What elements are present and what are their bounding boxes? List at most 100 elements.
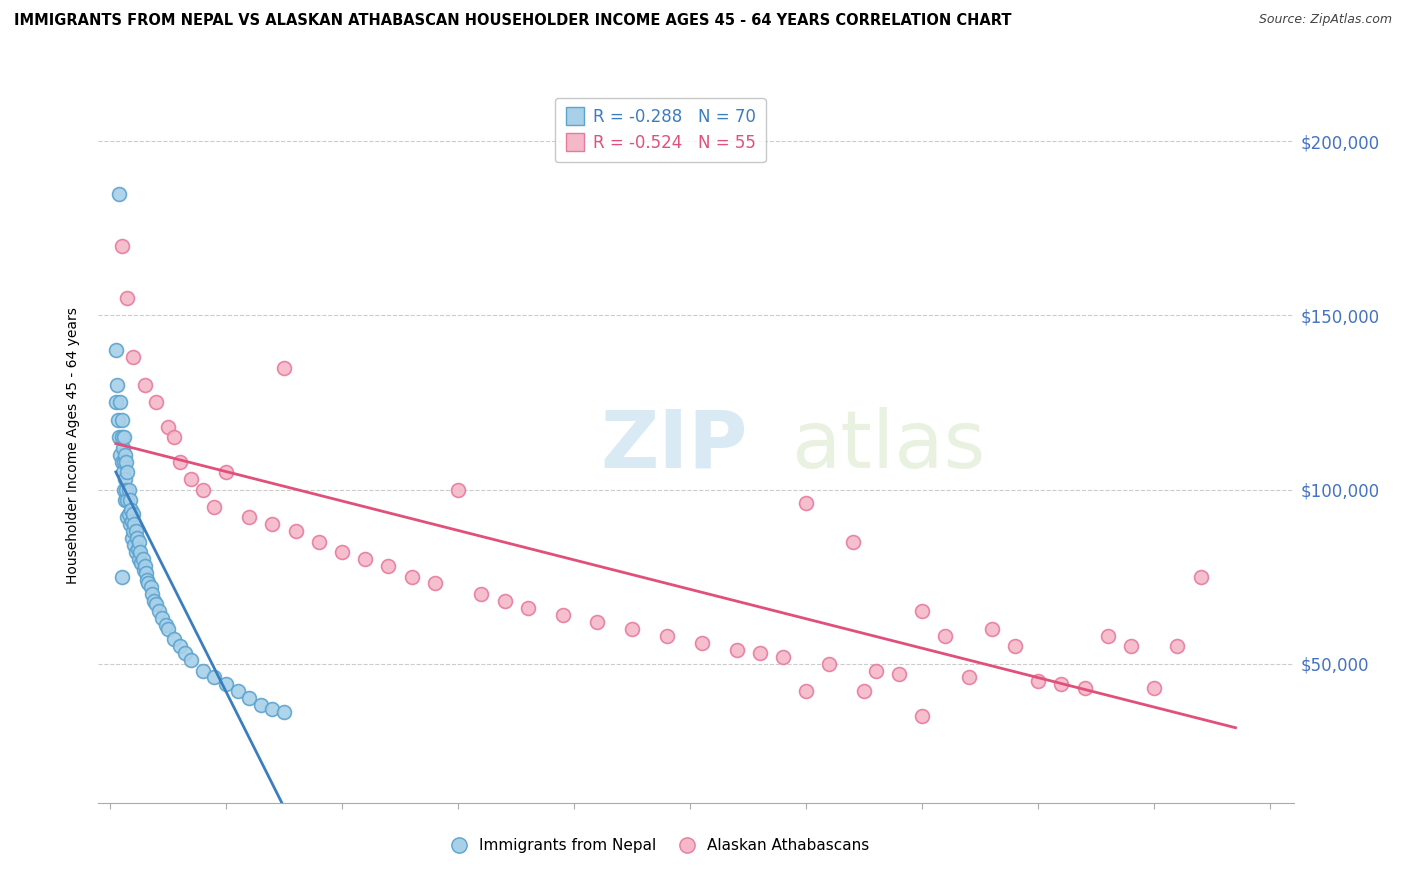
Point <box>121 531 143 545</box>
Point <box>174 646 197 660</box>
Point <box>354 552 377 566</box>
Point <box>551 607 574 622</box>
Point <box>794 496 817 510</box>
Point <box>112 430 135 444</box>
Point <box>148 604 170 618</box>
Point <box>134 559 156 574</box>
Point <box>117 507 139 521</box>
Point <box>163 430 186 444</box>
Point <box>114 448 136 462</box>
Point <box>124 524 146 539</box>
Text: ZIP: ZIP <box>600 407 748 485</box>
Point <box>117 291 139 305</box>
Point <box>124 517 146 532</box>
Point <box>215 677 238 691</box>
Point <box>108 430 131 444</box>
Point <box>157 420 180 434</box>
Point <box>143 594 166 608</box>
Legend: Immigrants from Nepal, Alaskan Athabascans: Immigrants from Nepal, Alaskan Athabasca… <box>446 832 875 859</box>
Point <box>1119 639 1142 653</box>
Point <box>690 635 713 649</box>
Text: IMMIGRANTS FROM NEPAL VS ALASKAN ATHABASCAN HOUSEHOLDER INCOME AGES 45 - 64 YEAR: IMMIGRANTS FROM NEPAL VS ALASKAN ATHABAS… <box>14 13 1011 29</box>
Point <box>110 448 132 462</box>
Point <box>169 455 191 469</box>
Point <box>1166 639 1188 653</box>
Point <box>157 622 180 636</box>
Point <box>911 604 934 618</box>
Point <box>1026 673 1049 688</box>
Point <box>117 483 139 497</box>
Point <box>273 706 295 720</box>
Point <box>111 455 134 469</box>
Y-axis label: Householder Income Ages 45 - 64 years: Householder Income Ages 45 - 64 years <box>66 308 80 584</box>
Point <box>131 556 153 570</box>
Point <box>273 360 295 375</box>
Point <box>957 671 980 685</box>
Point <box>494 594 516 608</box>
Point <box>1050 677 1073 691</box>
Point <box>1143 681 1166 695</box>
Point <box>470 587 492 601</box>
Point <box>145 598 167 612</box>
Point <box>818 657 841 671</box>
Point <box>117 510 139 524</box>
Point <box>226 684 249 698</box>
Point <box>308 534 330 549</box>
Point <box>139 580 162 594</box>
Point <box>122 507 145 521</box>
Text: Source: ZipAtlas.com: Source: ZipAtlas.com <box>1258 13 1392 27</box>
Point <box>127 541 149 556</box>
Point <box>250 698 273 713</box>
Point <box>330 545 353 559</box>
Point <box>132 563 155 577</box>
Point <box>887 667 910 681</box>
Point <box>111 569 134 583</box>
Point <box>262 517 284 532</box>
Point <box>115 483 138 497</box>
Point <box>853 684 876 698</box>
Point <box>447 483 470 497</box>
Point <box>655 629 678 643</box>
Point <box>111 441 134 455</box>
Point <box>284 524 307 539</box>
Point <box>136 573 159 587</box>
Point <box>204 671 226 685</box>
Point <box>111 465 134 479</box>
Point <box>191 664 214 678</box>
Point <box>145 395 167 409</box>
Point <box>204 500 226 514</box>
Point <box>131 552 153 566</box>
Text: atlas: atlas <box>792 407 986 485</box>
Point <box>128 534 150 549</box>
Point <box>118 517 141 532</box>
Point <box>180 472 202 486</box>
Point <box>134 378 156 392</box>
Point <box>114 472 136 486</box>
Point <box>122 350 145 364</box>
Point <box>748 646 770 660</box>
Point <box>865 664 887 678</box>
Point <box>423 576 446 591</box>
Point <box>772 649 794 664</box>
Point <box>135 566 157 580</box>
Point <box>129 545 152 559</box>
Point <box>107 413 129 427</box>
Point <box>150 611 173 625</box>
Point <box>155 618 177 632</box>
Point <box>122 524 145 539</box>
Point <box>128 552 150 566</box>
Point <box>111 413 134 427</box>
Point <box>111 430 134 444</box>
Point <box>112 455 135 469</box>
Point <box>238 691 260 706</box>
Point <box>118 492 141 507</box>
Point <box>911 708 934 723</box>
Point <box>108 186 131 201</box>
Point <box>980 622 1002 636</box>
Point <box>794 684 817 698</box>
Point <box>934 629 956 643</box>
Point <box>110 395 132 409</box>
Point <box>377 559 399 574</box>
Point <box>112 483 135 497</box>
Point <box>180 653 202 667</box>
